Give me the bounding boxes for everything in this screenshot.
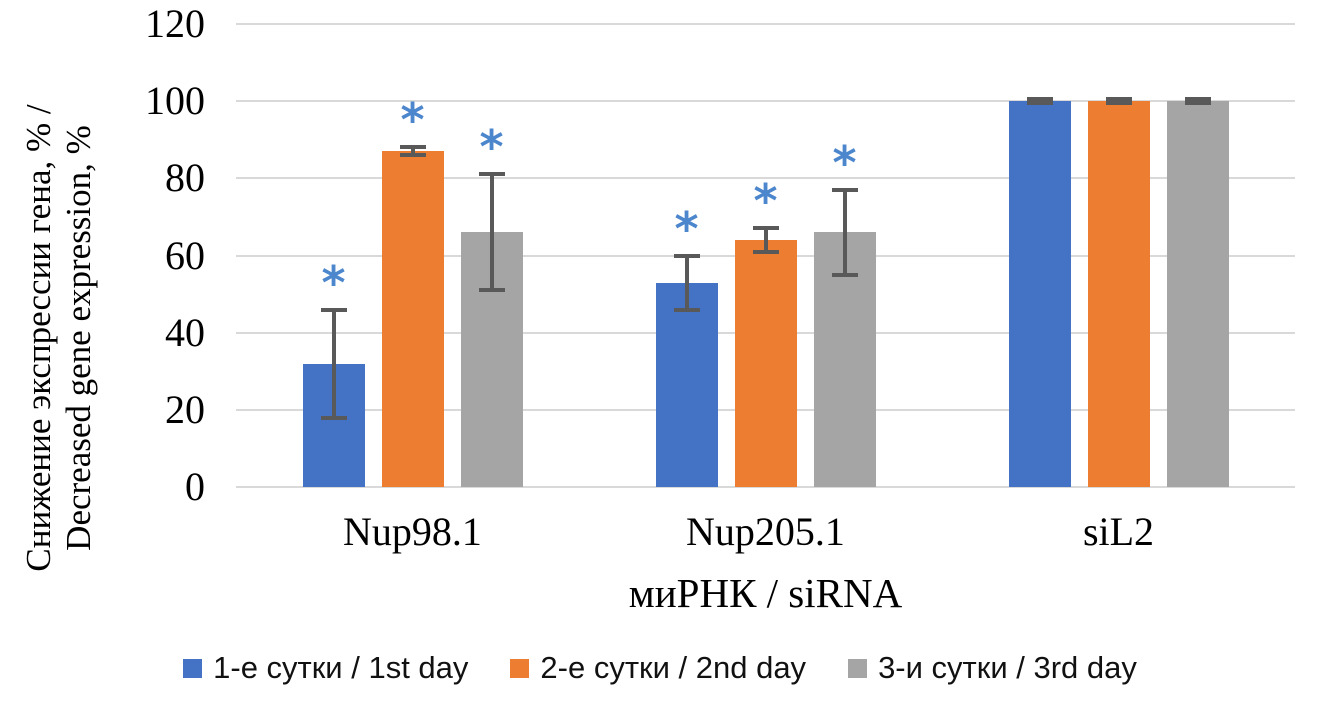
x-category-label-sil2: siL2 [1082, 509, 1155, 554]
error-bar-cap-bottom [831, 272, 858, 277]
error-bar-nup98-1 [410, 147, 415, 156]
error-bar-cap-top [752, 226, 779, 231]
error-bar-cap-top [1105, 97, 1132, 102]
gridline-100 [236, 100, 1295, 103]
y-tick-label-80: 80 [165, 155, 205, 201]
error-bar-cap-top [1026, 97, 1053, 102]
y-tick-label-0: 0 [185, 464, 205, 509]
legend-item-2nd-day: 2-е сутки / 2nd day [510, 650, 806, 686]
legend-item-3rd-day: 3-и сутки / 3rd day [848, 650, 1137, 686]
error-bar-cap-top [673, 253, 700, 258]
significance-asterisk-nup98-1: * [321, 255, 346, 310]
error-bar-cap-bottom [1026, 101, 1053, 106]
x-category-label-nup98-1: Nup98.1 [343, 509, 482, 554]
error-bar-cap-bottom [399, 153, 426, 158]
significance-asterisk-nup205-1: * [832, 135, 857, 190]
error-bar-cap-top [320, 307, 347, 312]
error-bar-cap-top [399, 145, 426, 150]
error-bar-cap-bottom [478, 288, 505, 293]
error-bar-cap-top [831, 187, 858, 192]
legend-label-3rd-day: 3-и сутки / 3rd day [878, 650, 1137, 685]
significance-asterisk-nup98-1: * [479, 120, 504, 175]
error-bar-cap-top [1184, 97, 1211, 102]
bar-1st-day-sil2 [1008, 101, 1071, 487]
y-tick-label-100: 100 [145, 78, 205, 124]
error-bar-nup205-1 [684, 255, 689, 310]
error-bar-cap-bottom [1184, 101, 1211, 106]
error-bar-cap-bottom [752, 249, 779, 254]
y-tick-label-40: 40 [165, 309, 205, 355]
significance-asterisk-nup205-1: * [674, 201, 699, 256]
error-bar-nup98-1 [489, 174, 494, 291]
error-bar-nup205-1 [763, 228, 768, 252]
legend-swatch-blue [183, 658, 203, 678]
y-axis-title-line-1: Снижение экспрессии гена, % / [19, 104, 58, 572]
legend-label-1st-day: 1-е сутки / 1st day [213, 650, 469, 685]
x-axis-title: миРНК / siRNA [628, 570, 903, 616]
gridline-120 [236, 23, 1295, 25]
error-bar-cap-bottom [320, 415, 347, 420]
y-tick-label-60: 60 [165, 232, 205, 278]
x-category-label-nup205-1: Nup205.1 [686, 509, 845, 554]
y-tick-label-120: 120 [145, 1, 205, 46]
error-bar-cap-bottom [1105, 101, 1132, 106]
error-bar-nup205-1 [842, 189, 847, 275]
error-bar-nup98-1 [331, 309, 336, 418]
bar-2nd-day-nup205-1 [734, 240, 797, 487]
significance-asterisk-nup98-1: * [400, 93, 425, 148]
significance-asterisk-nup205-1: * [753, 174, 778, 229]
bar-2nd-day-sil2 [1087, 101, 1150, 487]
bar-3rd-day-sil2 [1166, 101, 1229, 487]
error-bar-cap-bottom [673, 307, 700, 312]
legend-swatch-orange [510, 658, 530, 678]
error-bar-cap-top [478, 172, 505, 177]
y-tick-label-20: 20 [165, 386, 205, 432]
gridline-80 [236, 177, 1295, 180]
plot-area: * * * * * * [236, 23, 1295, 488]
bar-2nd-day-nup98-1 [381, 151, 444, 487]
gridline-0 [236, 486, 1295, 488]
bar-1st-day-nup205-1 [655, 282, 718, 487]
legend-label-2nd-day: 2-е сутки / 2nd day [540, 650, 807, 685]
legend: 1-е сутки / 1st day 2-е сутки / 2nd day … [0, 650, 1320, 686]
legend-item-1st-day: 1-е сутки / 1st day [183, 650, 468, 686]
legend-swatch-gray [848, 658, 868, 678]
